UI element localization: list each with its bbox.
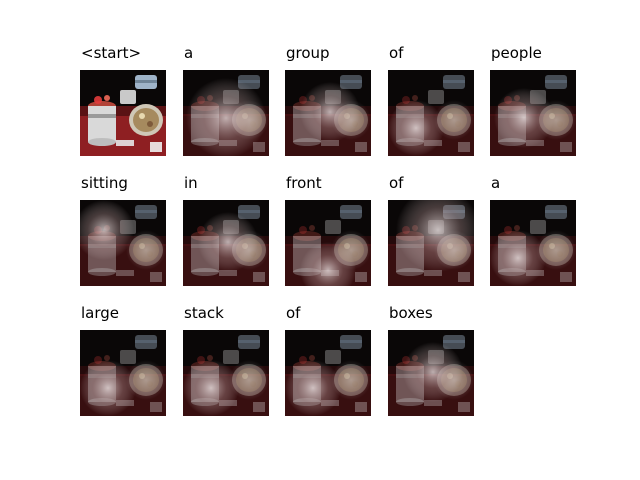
cell-people: people <box>490 44 590 156</box>
caption-word: in <box>184 174 198 192</box>
cell-of-2: of <box>388 174 488 286</box>
caption-word: a <box>491 174 501 192</box>
cell-large: large <box>80 304 180 416</box>
attention-thumbnail <box>285 200 371 286</box>
attention-thumbnail <box>388 200 474 286</box>
caption-word: group <box>286 44 330 62</box>
attention-thumbnail <box>183 330 269 416</box>
attention-thumbnail <box>80 200 166 286</box>
cell-of: of <box>388 44 488 156</box>
caption-word: of <box>389 44 404 62</box>
thumbnail-svg <box>80 200 166 286</box>
thumbnail-svg <box>285 70 371 156</box>
thumbnail-svg <box>80 330 166 416</box>
caption-word: <start> <box>81 44 142 62</box>
attention-thumbnail <box>388 330 474 416</box>
caption-word: a <box>184 44 194 62</box>
attention-thumbnail <box>285 330 371 416</box>
thumbnail-svg <box>285 330 371 416</box>
caption-word: stack <box>184 304 224 322</box>
cell-of-3: of <box>285 304 385 416</box>
cell-sitting: sitting <box>80 174 180 286</box>
thumbnail-svg <box>490 200 576 286</box>
thumbnail-svg <box>490 70 576 156</box>
attention-thumbnail <box>183 200 269 286</box>
attention-thumbnail <box>183 70 269 156</box>
caption-word: people <box>491 44 542 62</box>
thumbnail-svg <box>388 200 474 286</box>
thumbnail-svg <box>285 200 371 286</box>
caption-word: sitting <box>81 174 128 192</box>
caption-word: front <box>286 174 322 192</box>
cell-a-2: a <box>490 174 590 286</box>
attention-thumbnail <box>388 70 474 156</box>
caption-word: boxes <box>389 304 433 322</box>
attention-thumbnail <box>285 70 371 156</box>
attention-thumbnail <box>80 330 166 416</box>
thumbnail-svg <box>183 70 269 156</box>
thumbnail-svg <box>183 330 269 416</box>
caption-word: large <box>81 304 120 322</box>
cell-a: a <box>183 44 283 156</box>
image-thumbnail <box>80 70 166 156</box>
cell-stack: stack <box>183 304 283 416</box>
caption-word: of <box>389 174 404 192</box>
caption-word: of <box>286 304 301 322</box>
attention-thumbnail <box>490 200 576 286</box>
cell-boxes: boxes <box>388 304 488 416</box>
thumbnail-svg <box>183 200 269 286</box>
cell-in: in <box>183 174 283 286</box>
thumbnail-svg <box>80 70 166 156</box>
thumbnail-svg <box>388 330 474 416</box>
cell-group: group <box>285 44 385 156</box>
cell-start: <start> <box>80 44 180 156</box>
thumbnail-svg <box>388 70 474 156</box>
cell-front: front <box>285 174 385 286</box>
attention-thumbnail <box>490 70 576 156</box>
